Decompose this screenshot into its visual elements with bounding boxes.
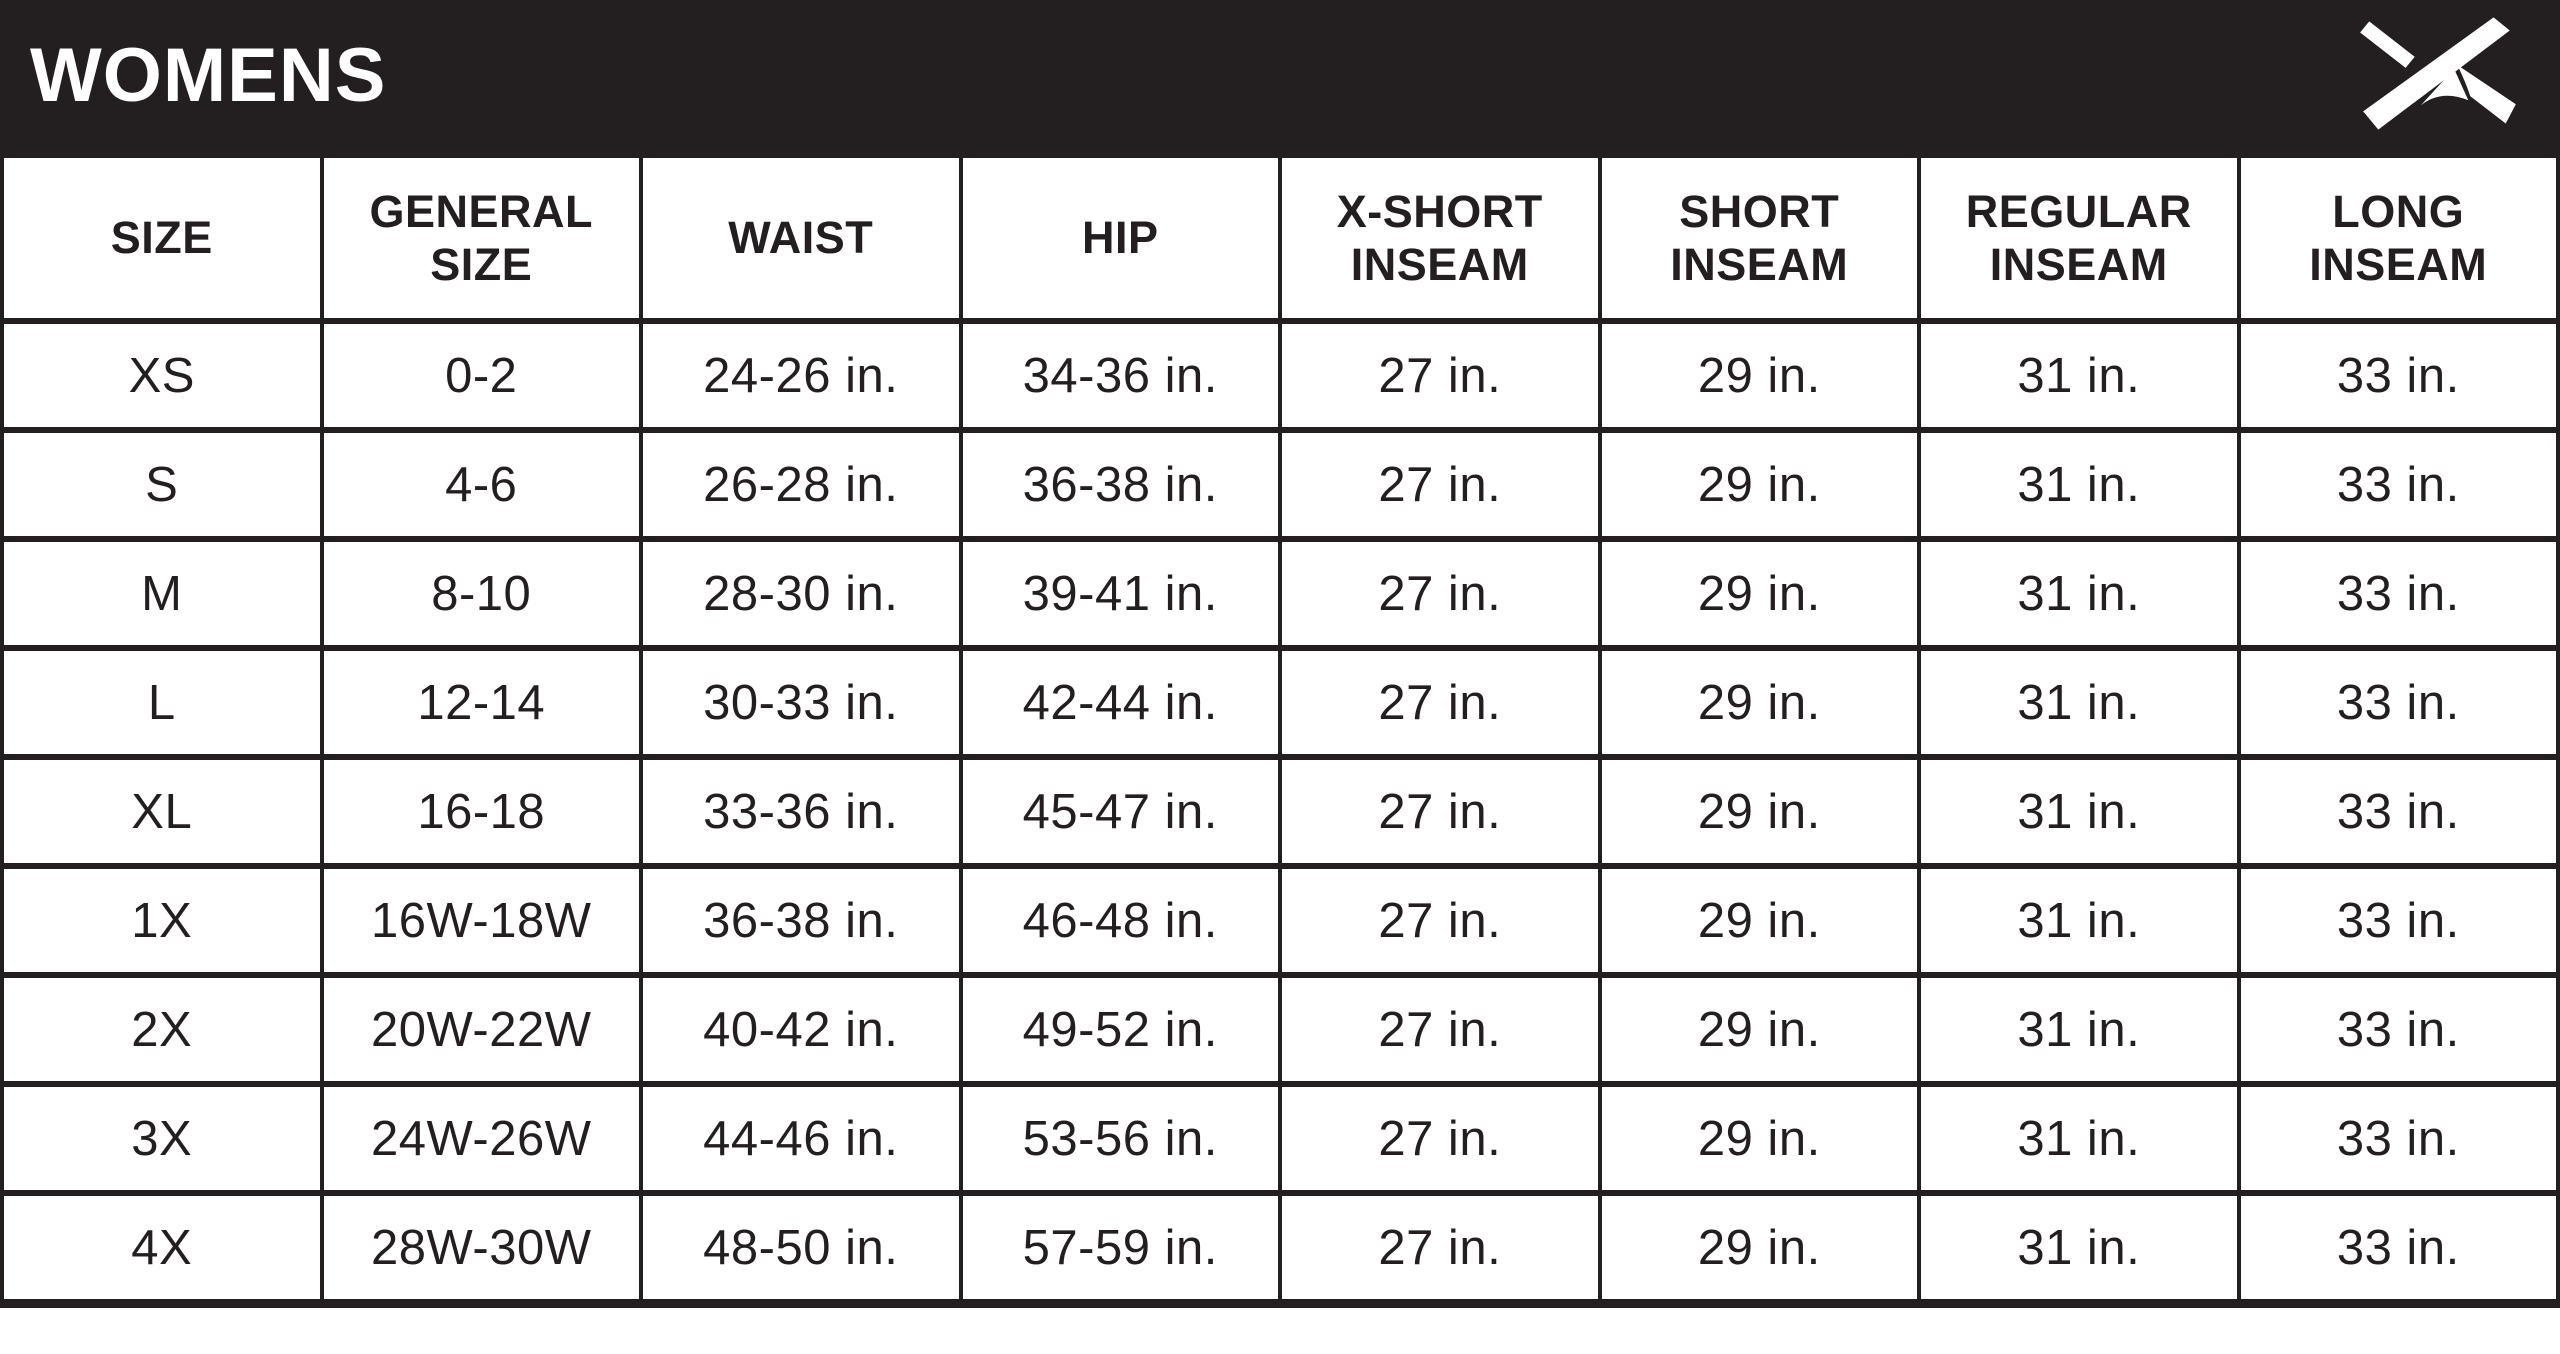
table-cell: 27 in.: [1278, 754, 1602, 869]
table-cell: 34-36 in.: [958, 318, 1282, 433]
table-cell: 36-38 in.: [639, 863, 963, 978]
table-cell: 29 in.: [1597, 318, 1921, 433]
column-header-short-inseam: SHORT INSEAM: [1597, 152, 1921, 324]
table-cell: 29 in.: [1597, 1190, 1921, 1307]
table-cell: 48-50 in.: [639, 1190, 963, 1307]
table-cell: 26-28 in.: [639, 427, 963, 542]
table-cell: 33 in.: [2236, 318, 2560, 433]
table-cell: 27 in.: [1278, 972, 1602, 1087]
table-cell: 20W-22W: [319, 972, 643, 1087]
table-cell: 16-18: [319, 754, 643, 869]
column-header-waist: WAIST: [639, 152, 963, 324]
table-cell: 8-10: [319, 536, 643, 651]
table-cell: 29 in.: [1597, 1081, 1921, 1196]
table-cell: 31 in.: [1917, 427, 2241, 542]
table-cell: 29 in.: [1597, 645, 1921, 760]
table-row-m: M 8-10 28-30 in. 39-41 in. 27 in. 29 in.…: [0, 536, 2560, 651]
table-cell: 1X: [0, 863, 324, 978]
table-cell: 16W-18W: [319, 863, 643, 978]
table-cell: 29 in.: [1597, 863, 1921, 978]
table-cell: 33 in.: [2236, 1081, 2560, 1196]
table-cell: 27 in.: [1278, 318, 1602, 433]
table-row-3x: 3X 24W-26W 44-46 in. 53-56 in. 27 in. 29…: [0, 1081, 2560, 1196]
table-cell: 45-47 in.: [958, 754, 1282, 869]
table-cell: 29 in.: [1597, 754, 1921, 869]
table-cell: 39-41 in.: [958, 536, 1282, 651]
table-row-l: L 12-14 30-33 in. 42-44 in. 27 in. 29 in…: [0, 645, 2560, 760]
table-row-1x: 1X 16W-18W 36-38 in. 46-48 in. 27 in. 29…: [0, 863, 2560, 978]
table-cell: 27 in.: [1278, 1081, 1602, 1196]
table-cell: 2X: [0, 972, 324, 1087]
table-row-s: S 4-6 26-28 in. 36-38 in. 27 in. 29 in. …: [0, 427, 2560, 542]
table-cell: 31 in.: [1917, 754, 2241, 869]
table-cell: 27 in.: [1278, 427, 1602, 542]
runbird-x-logo-icon: [2360, 17, 2516, 130]
table-cell: 33 in.: [2236, 863, 2560, 978]
table-cell: 31 in.: [1917, 536, 2241, 651]
womens-size-chart: SIZE GENERAL SIZE WAIST HIP X-SHORT INSE…: [0, 152, 2560, 1308]
table-cell: 40-42 in.: [639, 972, 963, 1087]
table-cell: 31 in.: [1917, 1081, 2241, 1196]
table-cell: 29 in.: [1597, 972, 1921, 1087]
table-cell: 29 in.: [1597, 536, 1921, 651]
column-header-hip: HIP: [958, 152, 1282, 324]
column-header-long-inseam: LONG INSEAM: [2236, 152, 2560, 324]
table-cell: 33-36 in.: [639, 754, 963, 869]
table-cell: 33 in.: [2236, 1190, 2560, 1307]
table-cell: 33 in.: [2236, 536, 2560, 651]
table-cell: S: [0, 427, 324, 542]
table-row-2x: 2X 20W-22W 40-42 in. 49-52 in. 27 in. 29…: [0, 972, 2560, 1087]
table-cell: 28-30 in.: [639, 536, 963, 651]
table-cell: 24-26 in.: [639, 318, 963, 433]
table-cell: 31 in.: [1917, 645, 2241, 760]
table-cell: 31 in.: [1917, 1190, 2241, 1307]
table-cell: 0-2: [319, 318, 643, 433]
table-cell: 53-56 in.: [958, 1081, 1282, 1196]
column-header-size: SIZE: [0, 152, 324, 324]
title-bar: WOMENS: [0, 0, 2560, 152]
table-header: SIZE GENERAL SIZE WAIST HIP X-SHORT INSE…: [0, 152, 2560, 324]
table-cell: 27 in.: [1278, 645, 1602, 760]
page-title: WOMENS: [30, 33, 387, 118]
table-row-xs: XS 0-2 24-26 in. 34-36 in. 27 in. 29 in.…: [0, 318, 2560, 433]
table-cell: XS: [0, 318, 324, 433]
column-header-general-size: GENERAL SIZE: [319, 152, 643, 324]
table-cell: 49-52 in.: [958, 972, 1282, 1087]
table-cell: 33 in.: [2236, 972, 2560, 1087]
table-cell: 42-44 in.: [958, 645, 1282, 760]
table-row-xl: XL 16-18 33-36 in. 45-47 in. 27 in. 29 i…: [0, 754, 2560, 869]
column-header-xshort-inseam: X-SHORT INSEAM: [1278, 152, 1602, 324]
table-cell: 31 in.: [1917, 318, 2241, 433]
table-cell: 57-59 in.: [958, 1190, 1282, 1307]
table-cell: 44-46 in.: [639, 1081, 963, 1196]
table-cell: 4-6: [319, 427, 643, 542]
column-header-regular-inseam: REGULAR INSEAM: [1917, 152, 2241, 324]
table-cell: 46-48 in.: [958, 863, 1282, 978]
table-row-4x: 4X 28W-30W 48-50 in. 57-59 in. 27 in. 29…: [0, 1190, 2560, 1307]
table-cell: 27 in.: [1278, 863, 1602, 978]
table-cell: L: [0, 645, 324, 760]
header-row: SIZE GENERAL SIZE WAIST HIP X-SHORT INSE…: [0, 152, 2560, 324]
table-cell: 30-33 in.: [639, 645, 963, 760]
table-cell: 24W-26W: [319, 1081, 643, 1196]
table-cell: 36-38 in.: [958, 427, 1282, 542]
table-body: XS 0-2 24-26 in. 34-36 in. 27 in. 29 in.…: [0, 318, 2560, 1307]
table-cell: 29 in.: [1597, 427, 1921, 542]
table-cell: 33 in.: [2236, 754, 2560, 869]
table-cell: 4X: [0, 1190, 324, 1307]
table-cell: 31 in.: [1917, 863, 2241, 978]
table-cell: 27 in.: [1278, 536, 1602, 651]
table-cell: 33 in.: [2236, 645, 2560, 760]
table-cell: 3X: [0, 1081, 324, 1196]
table-cell: 27 in.: [1278, 1190, 1602, 1307]
table-cell: 12-14: [319, 645, 643, 760]
table-cell: 31 in.: [1917, 972, 2241, 1087]
table-cell: 33 in.: [2236, 427, 2560, 542]
table-cell: 28W-30W: [319, 1190, 643, 1307]
table-cell: XL: [0, 754, 324, 869]
table-cell: M: [0, 536, 324, 651]
